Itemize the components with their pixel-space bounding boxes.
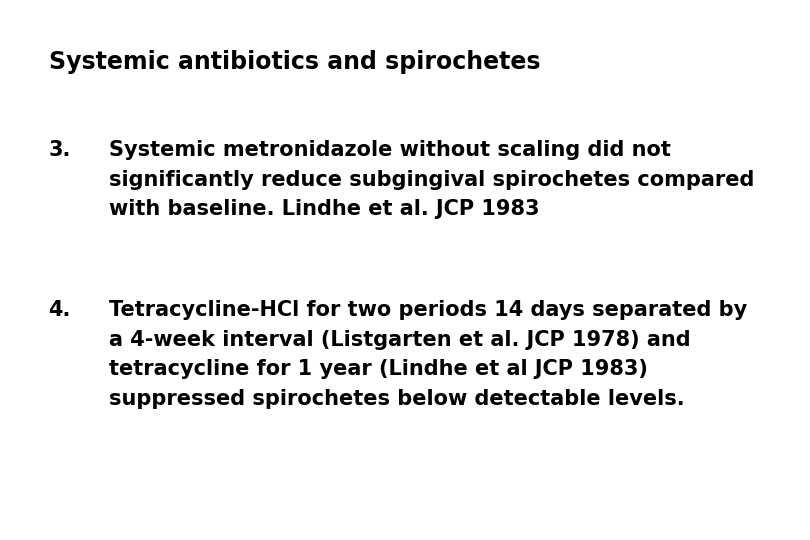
Text: 3.: 3. (49, 140, 71, 160)
Text: Systemic metronidazole without scaling did not
significantly reduce subgingival : Systemic metronidazole without scaling d… (109, 140, 755, 219)
Text: Systemic antibiotics and spirochetes: Systemic antibiotics and spirochetes (49, 50, 540, 74)
Text: 4.: 4. (49, 300, 71, 320)
Text: Tetracycline-HCl for two periods 14 days separated by
a 4-week interval (Listgar: Tetracycline-HCl for two periods 14 days… (109, 300, 748, 409)
